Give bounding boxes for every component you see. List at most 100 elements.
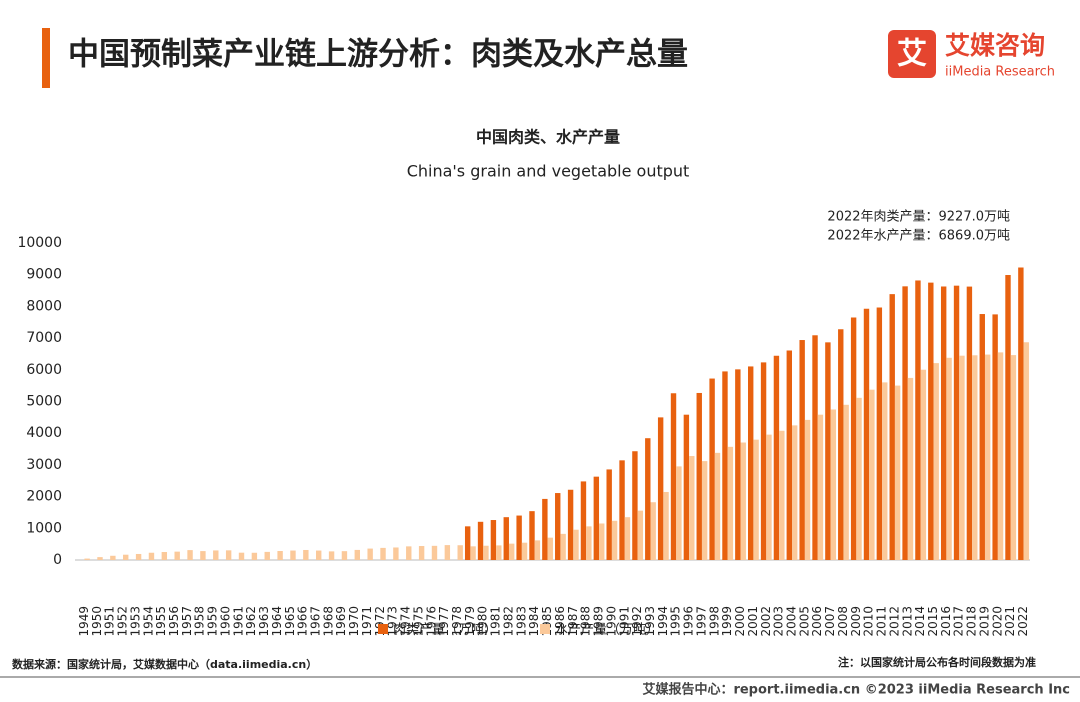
x-tick-label: 1959: [206, 606, 220, 637]
bar: [547, 537, 553, 560]
bar: [367, 548, 373, 560]
bar: [856, 397, 862, 560]
x-tick-label: 1962: [244, 606, 258, 637]
bar: [792, 425, 798, 560]
x-tick-label: 2001: [746, 606, 760, 637]
x-tick-label: 1980: [476, 606, 490, 637]
x-tick-label: 1986: [553, 606, 567, 637]
bar: [920, 369, 927, 560]
x-tick-label: 1988: [579, 606, 593, 637]
x-tick-label: 2017: [952, 606, 966, 637]
y-tick-label: 8000: [26, 298, 62, 314]
x-tick-label: 2021: [1003, 606, 1017, 637]
bar: [1010, 355, 1017, 560]
x-tick-label: 1983: [514, 606, 528, 637]
bar: [354, 549, 360, 560]
bar: [940, 286, 947, 560]
bar: [689, 456, 695, 560]
bar: [161, 552, 168, 560]
x-tick-label: 1960: [218, 606, 232, 637]
x-tick-label: 2014: [913, 606, 927, 637]
x-tick-label: 1966: [296, 606, 310, 637]
bar: [573, 529, 579, 560]
bar: [894, 385, 901, 560]
bar: [542, 498, 548, 560]
bar: [187, 550, 193, 560]
bar: [966, 286, 973, 560]
bar: [418, 546, 425, 560]
bar: [786, 350, 792, 560]
logo-icon: 艾: [897, 37, 927, 72]
bar: [882, 382, 888, 560]
bar: [225, 550, 232, 560]
bar: [97, 557, 103, 560]
bar: [586, 526, 592, 560]
x-tick-label: 1997: [694, 606, 708, 637]
page-title: 中国预制菜产业链上游分析：肉类及水产总量: [68, 37, 688, 73]
bar: [1023, 342, 1029, 560]
bar: [534, 540, 541, 560]
bar: [483, 545, 489, 560]
x-tick-label: 1955: [154, 606, 168, 637]
x-tick-label: 1981: [489, 606, 503, 637]
bar: [606, 469, 612, 560]
bar: [464, 526, 471, 560]
x-tick-label: 1992: [630, 606, 644, 637]
bar: [650, 502, 656, 560]
bar: [946, 357, 952, 560]
x-tick-label: 1950: [90, 606, 104, 637]
note: 注：以国家统计局公布各时间段数据为准: [838, 655, 1036, 669]
x-tick-label: 1975: [411, 606, 425, 637]
x-tick-label: 1995: [669, 606, 683, 637]
bar: [470, 546, 476, 560]
x-tick-label: 1958: [193, 606, 207, 637]
bar: [953, 285, 960, 560]
bar: [560, 533, 566, 560]
x-tick-label: 2011: [875, 606, 889, 637]
bar: [830, 409, 836, 560]
bar: [1018, 267, 1024, 560]
x-tick-label: 2010: [862, 606, 876, 637]
y-tick-label: 3000: [26, 457, 62, 473]
title-accent: [42, 28, 50, 88]
y-tick-label: 4000: [26, 425, 62, 441]
x-tick-label: 1973: [386, 606, 400, 637]
bar: [889, 294, 895, 560]
bar: [238, 552, 245, 560]
bar: [580, 481, 587, 560]
bar: [701, 461, 708, 560]
x-tick-label: 1979: [463, 606, 477, 637]
bar: [637, 510, 644, 560]
bar: [496, 545, 502, 560]
bar: [928, 282, 934, 560]
y-tick-label: 0: [53, 552, 62, 568]
bar: [406, 546, 412, 560]
bar: [735, 369, 741, 560]
bar: [748, 366, 754, 560]
bar: [902, 286, 908, 560]
bar: [676, 466, 682, 560]
legend-swatch: [540, 624, 550, 634]
x-tick-label: 2002: [759, 606, 773, 637]
bar: [843, 404, 849, 560]
bar: [773, 355, 780, 560]
x-tick-label: 1953: [128, 606, 142, 637]
x-tick-label: 2009: [849, 606, 863, 637]
bar: [213, 550, 219, 560]
x-tick-label: 1967: [309, 606, 323, 637]
logo-en: iiMedia Research: [945, 65, 1055, 80]
x-tick-label: 2004: [785, 606, 799, 637]
bar: [593, 476, 600, 560]
bar: [984, 354, 991, 560]
x-tick-label: 2022: [1016, 606, 1030, 637]
bar: [979, 314, 985, 560]
x-tick-label: 1961: [231, 606, 245, 637]
x-tick-label: 2020: [990, 606, 1004, 637]
x-tick-label: 1969: [334, 606, 348, 637]
bar: [328, 551, 335, 560]
y-tick-label: 1000: [26, 520, 62, 536]
x-tick-label: 2012: [887, 606, 901, 637]
bar: [529, 511, 535, 560]
bar: [992, 314, 998, 560]
bar: [670, 393, 677, 560]
